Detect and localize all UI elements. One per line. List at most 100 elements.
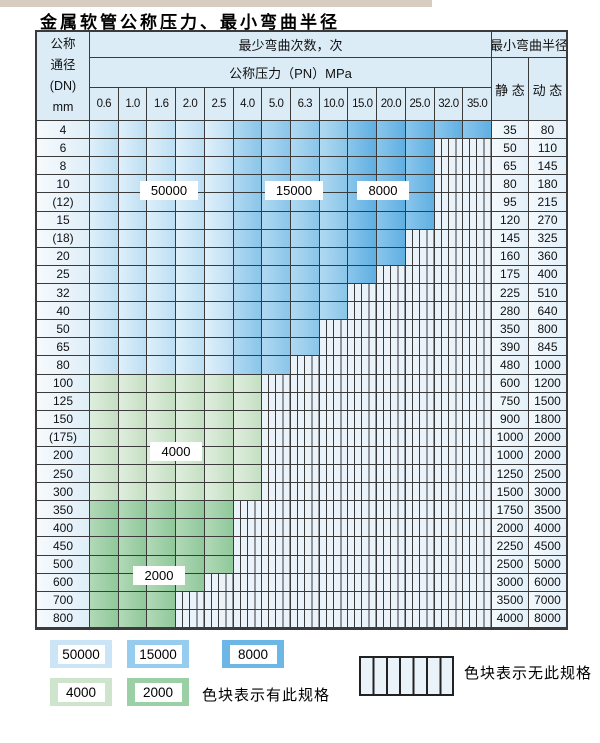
hatch-cell [262,410,291,429]
spec-cell [118,374,148,393]
dynamic-value-cell: 1200 [528,374,566,393]
spec-cell [147,320,177,339]
spec-cell [290,211,320,230]
hatch-cell [434,392,464,411]
spec-cell [290,265,320,284]
hatch-cell [233,537,263,556]
spec-cell [147,609,177,628]
hatch-cell [233,591,263,610]
spec-cell [204,302,234,321]
spec-cell [262,356,291,375]
hatch-cell [434,247,464,266]
dynamic-value-cell: 845 [528,338,566,357]
dn-header-line: (DN) [49,78,77,93]
hatch-cell [262,465,291,484]
hatch-cell [405,229,435,248]
spec-cell [118,338,148,357]
hatch-cell [434,537,464,556]
spec-cell [90,573,119,592]
hatch-cell [377,265,406,284]
hatch-cell [463,465,492,484]
spec-cell [118,302,148,321]
spec-cell [90,175,119,194]
hatch-cell [405,573,435,592]
spec-cell [290,302,320,321]
spec-cell [233,338,263,357]
spec-cell [118,229,148,248]
hatch-cell [319,555,349,574]
hatch-cell [434,555,464,574]
hatch-cell [377,483,406,502]
hatch-cell [377,446,406,466]
spec-cell [90,609,119,628]
hatch-cell [319,320,349,339]
spec-cell [204,501,234,520]
legend-has-spec-text: 色块表示有此规格 [202,687,331,704]
spec-cell [377,247,406,266]
hatch-cell [434,175,464,194]
spec-cell [118,609,148,628]
dn-cell: (18) [37,229,90,248]
hatch-cell [377,302,406,321]
spec-cell [147,374,177,393]
static-value-cell: 145 [491,229,529,248]
dn-cell: 8 [37,157,90,176]
dn-cell: 32 [37,283,90,303]
dynamic-value-cell: 800 [528,320,566,339]
dynamic-value-cell: 640 [528,302,566,321]
dynamic-value-cell: 1800 [528,410,566,429]
hatch-cell [319,410,349,429]
spec-cell [90,265,119,284]
spec-cell [204,175,234,194]
pressure-tick: 4.0 [233,88,263,121]
spec-cell [90,483,119,502]
spec-cell [118,283,148,303]
hatch-cell [377,320,406,339]
spec-cell [377,121,406,140]
dn-cell: 10 [37,175,90,194]
static-value-cell: 750 [491,392,529,411]
spec-cell [377,157,406,176]
spec-cell [118,537,148,556]
hatch-cell [405,283,435,303]
hatch-cell [405,247,435,266]
hatch-cell [348,483,378,502]
legend-swatch-label: 4000 [57,682,105,702]
spec-cell [147,483,177,502]
hatch-cell [405,591,435,610]
hatch-cell [463,211,492,230]
hatch-cell [290,446,320,466]
spec-cell [118,121,148,140]
hatch-cell [348,338,378,357]
spec-cell [176,283,205,303]
spec-cell [204,555,234,574]
hatch-cell [377,537,406,556]
dn-header-line: 公称 [50,36,76,51]
dn-cell: 700 [37,591,90,610]
spec-cell [147,356,177,375]
hatch-cell [434,374,464,393]
hatch-cell [463,356,492,375]
spec-cell [90,591,119,610]
hatch-cell [290,609,320,628]
spec-cell [319,121,349,140]
static-header: 静 态 [491,58,529,121]
spec-cell [405,139,435,158]
hatch-cell [463,193,492,212]
dn-cell: 20 [37,247,90,266]
static-value-cell: 350 [491,320,529,339]
spec-cell [319,193,349,212]
spec-cell [319,139,349,158]
hatch-cell [290,555,320,574]
spec-cell [204,121,234,140]
static-value-cell: 95 [491,193,529,212]
hatch-cell [319,591,349,610]
hatch-cell [377,283,406,303]
legend-swatch-label: 2000 [134,682,182,702]
dynamic-value-cell: 110 [528,139,566,158]
spec-cell [90,157,119,176]
spec-cell [90,392,119,411]
hatch-cell [348,573,378,592]
hatch-cell [348,537,378,556]
static-value-cell: 2250 [491,537,529,556]
